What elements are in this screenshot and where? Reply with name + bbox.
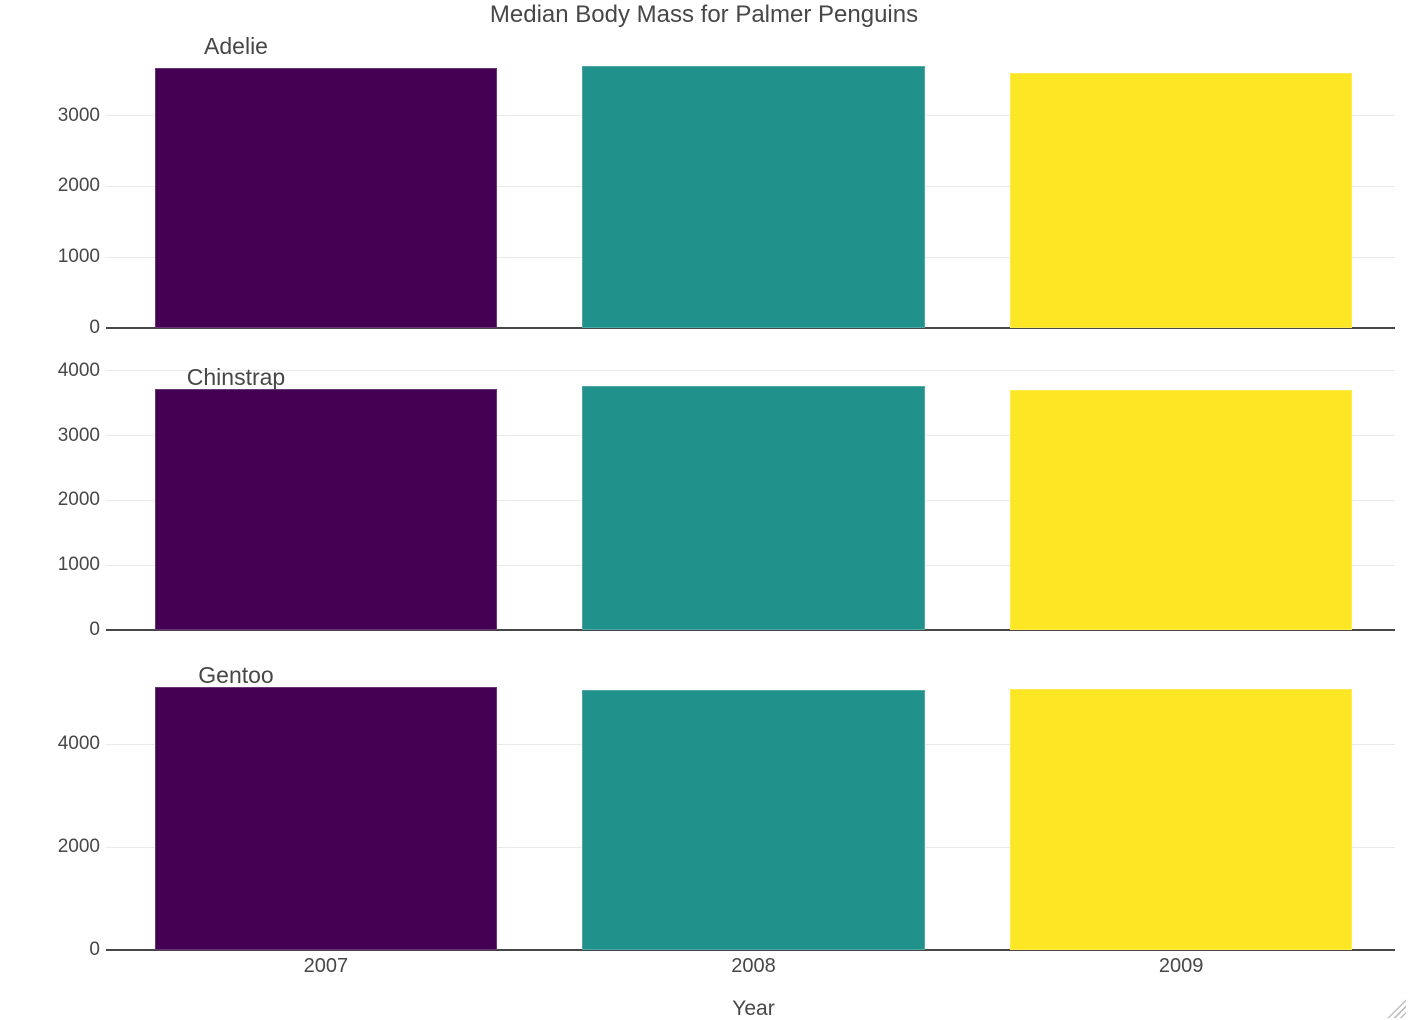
bar-chinstrap-2009 <box>1010 390 1353 630</box>
y-tick-label: 0 <box>89 317 100 338</box>
x-axis-line-adelie <box>106 327 1395 329</box>
bar-adelie-2009 <box>1010 73 1353 328</box>
x-tick-label-2007: 2007 <box>303 955 349 977</box>
x-tick-label-2008: 2008 <box>731 955 776 977</box>
bar-adelie-2007 <box>154 67 497 328</box>
y-tick-label: 2000 <box>57 175 100 197</box>
x-axis-title: Year <box>732 997 775 1020</box>
bar-gentoo-2009 <box>1010 688 1353 950</box>
facet-label-chinstrap: Chinstrap <box>186 364 286 390</box>
facet-label-adelie: Adelie <box>204 33 268 59</box>
x-tick-label-2009: 2009 <box>1158 955 1204 977</box>
y-tick-label: 3000 <box>57 424 100 446</box>
bar-gentoo-2007 <box>154 687 497 950</box>
bar-chinstrap-2008 <box>582 385 925 630</box>
y-tick-label: 2000 <box>57 489 100 511</box>
bar-chinstrap-2007 <box>154 388 497 630</box>
y-tick-label: 2000 <box>57 836 100 857</box>
y-tick-label: 0 <box>89 939 100 960</box>
facet-label-gentoo: Gentoo <box>198 662 274 688</box>
y-tick-label: 1000 <box>57 554 100 576</box>
chart-title: Median Body Mass for Palmer Penguins <box>489 1 919 28</box>
y-tick-label: 0 <box>89 619 100 640</box>
y-tick-label: 1000 <box>57 246 100 268</box>
x-axis-line-chinstrap <box>106 629 1395 631</box>
bar-adelie-2008 <box>582 66 925 328</box>
y-tick-label: 4000 <box>57 359 100 381</box>
gridline-chinstrap-4000 <box>106 370 1395 372</box>
y-tick-label: 3000 <box>57 104 100 126</box>
bar-gentoo-2008 <box>582 689 925 950</box>
y-tick-label: 4000 <box>57 733 100 754</box>
x-axis-line-gentoo <box>106 949 1395 951</box>
